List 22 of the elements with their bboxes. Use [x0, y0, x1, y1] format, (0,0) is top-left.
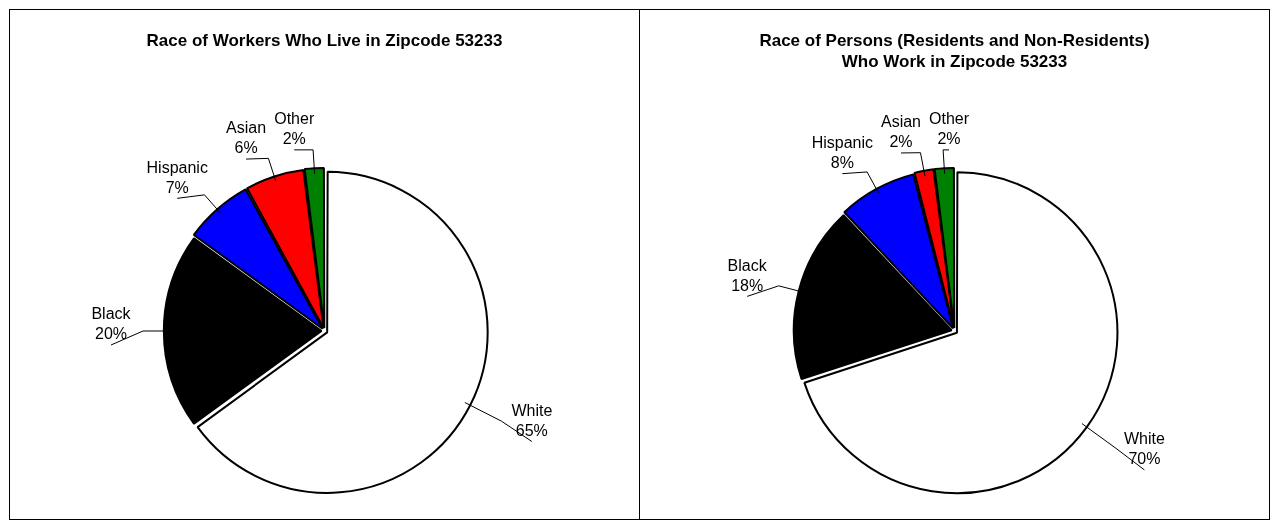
chart-title: Race of Persons (Residents and Non-Residents) Who Work in Zipcode 53233 — [758, 30, 1151, 72]
slice-label: Asian — [880, 113, 922, 131]
data-label: 2% — [937, 130, 961, 148]
slice-label: Other — [929, 110, 970, 128]
data-label: 20% — [94, 325, 128, 343]
data-label: 8% — [830, 154, 854, 172]
data-label: 65% — [515, 421, 548, 439]
data-label: 2% — [282, 130, 306, 148]
data-label: 18% — [731, 276, 764, 294]
data-label: 70% — [1128, 450, 1161, 468]
data-label: 2% — [889, 133, 913, 151]
slice-label: White — [1123, 430, 1165, 448]
chart-title: Race of Workers Who Live in Zipcode 53233 — [145, 30, 504, 51]
slice-label: Hispanic — [146, 158, 208, 176]
slice-label: Black — [727, 256, 768, 274]
slice-label: Hispanic — [811, 134, 873, 152]
slice-label: Black — [91, 305, 132, 323]
data-label: 7% — [165, 178, 189, 196]
data-label: 6% — [234, 139, 258, 157]
slice-label: Asian — [226, 119, 267, 137]
slice-label: Other — [274, 110, 315, 128]
slice-label: White — [511, 401, 553, 419]
